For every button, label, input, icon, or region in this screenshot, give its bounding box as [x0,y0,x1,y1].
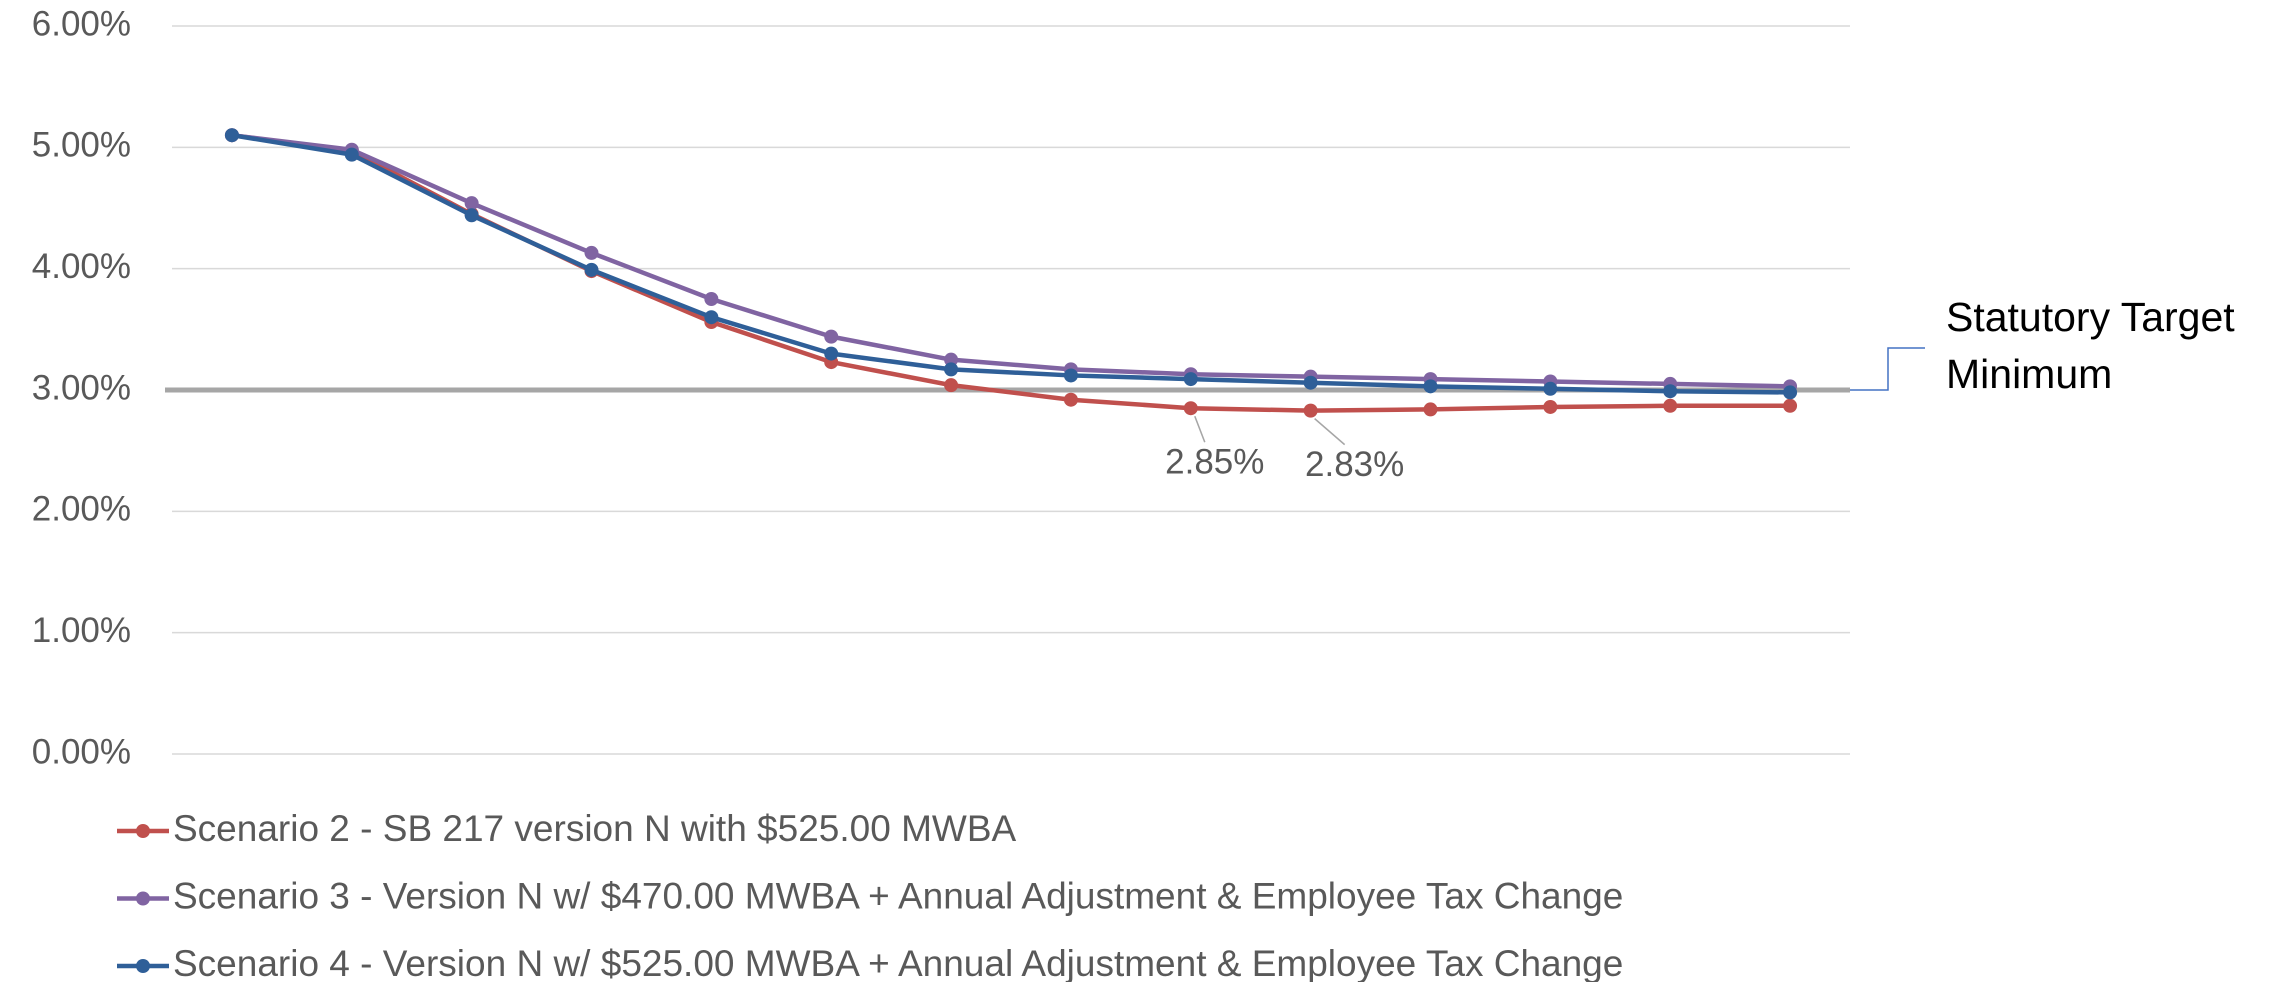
point [944,352,959,367]
point [824,329,839,344]
point [584,245,599,260]
point [1543,399,1558,414]
point [344,147,359,162]
point [944,378,959,393]
point [1303,403,1318,418]
point [1663,398,1678,413]
legend-label: Scenario 4 - Version N w/ $525.00 MWBA +… [173,943,1623,982]
point [584,262,599,277]
series-line [231,132,1791,413]
y-tick-label: 2.00% [32,490,131,529]
point [1783,398,1798,413]
legend-label: Scenario 2 - SB 217 version N with $525.… [173,808,1016,849]
point [704,292,719,306]
legend-label: Scenario 3 - Version N w/ $470.00 MWBA +… [173,875,1623,916]
point [704,310,719,325]
point [1183,372,1198,387]
leader-line [1314,418,1346,446]
point [464,208,479,223]
point [1423,402,1438,417]
y-tick-label: 0.00% [32,732,131,771]
point [1183,401,1198,416]
point [944,362,959,377]
point [1543,381,1558,396]
point [1303,375,1318,390]
annotation-line: Statutory Target [1946,294,2235,340]
point [1063,392,1078,407]
point [824,346,839,361]
annotation-connector [1850,347,1925,391]
series-line [231,132,1791,389]
leader-line [1194,415,1206,443]
annotation-line: Minimum [1946,351,2112,397]
legend-marker [136,959,150,973]
y-tick-label: 6.00% [32,4,131,43]
point [464,196,479,211]
legend-marker [136,891,150,906]
data-label: 2.85% [1165,442,1264,481]
point [1063,368,1078,383]
point [1423,379,1438,394]
y-tick-label: 4.00% [32,247,131,286]
y-tick-label: 1.00% [32,611,131,650]
y-tick-label: 5.00% [32,126,131,165]
legend-marker [136,824,150,838]
point [224,128,239,143]
series-line [231,132,1791,395]
y-tick-label: 3.00% [32,368,131,407]
annotation-label: Statutory Target Minimum [1946,294,2235,397]
data-label: 2.83% [1305,445,1404,484]
point [1663,384,1678,399]
point [1783,385,1798,400]
